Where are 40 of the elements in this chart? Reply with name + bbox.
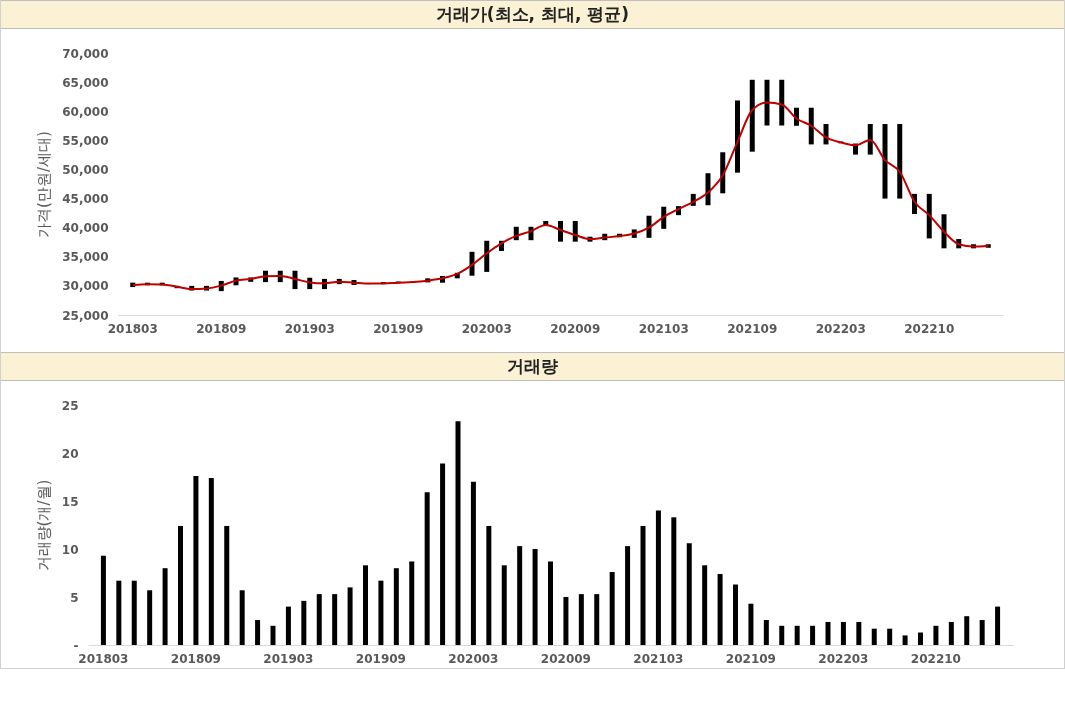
x-tick-label: 202109 <box>725 651 776 666</box>
x-tick-label: 202009 <box>550 321 601 336</box>
y-tick-label: 60,000 <box>62 104 109 119</box>
x-tick-label: 202210 <box>904 321 955 336</box>
chart-title: 거래가(최소, 최대, 평균) <box>1 0 1064 29</box>
x-tick-label: 201803 <box>78 651 129 666</box>
x-tick-label: 202210 <box>910 651 961 666</box>
x-tick-label: 202203 <box>818 651 869 666</box>
y-tick-label: 55,000 <box>62 133 109 148</box>
x-tick-label: 202109 <box>727 321 778 336</box>
y-tick-label: 25,000 <box>62 308 109 323</box>
y-tick-label: 35,000 <box>62 250 109 265</box>
x-tick-label: 201803 <box>107 321 158 336</box>
x-tick-label: 202103 <box>633 651 684 666</box>
chart-title: 거래량 <box>1 352 1064 381</box>
y-tick-label: 5 <box>70 590 79 605</box>
y-tick-label: 30,000 <box>62 279 109 294</box>
y-tick-label: 15 <box>61 494 79 509</box>
y-tick-label: 45,000 <box>62 192 109 207</box>
x-tick-label: 202203 <box>815 321 866 336</box>
y-tick-label: - <box>73 638 79 653</box>
y-axis-title: 거래량(개/월) <box>34 479 53 572</box>
x-tick-label: 202003 <box>448 651 499 666</box>
x-tick-label: 202003 <box>461 321 512 336</box>
y-tick-label: 10 <box>61 542 79 557</box>
x-tick-label: 201903 <box>284 321 335 336</box>
x-tick-label: 201809 <box>196 321 247 336</box>
y-tick-label: 70,000 <box>62 46 109 61</box>
y-tick-label: 50,000 <box>62 162 109 177</box>
y-tick-label: 25 <box>61 398 79 413</box>
x-tick-label: 202103 <box>638 321 689 336</box>
y-tick-label: 40,000 <box>62 221 109 236</box>
x-tick-label: 202009 <box>540 651 591 666</box>
y-tick-label: 65,000 <box>62 75 109 90</box>
x-tick-label: 201909 <box>355 651 406 666</box>
x-tick-label: 201809 <box>170 651 221 666</box>
y-axis-title: 가격(만원/세대) <box>35 131 54 238</box>
x-tick-label: 201909 <box>373 321 424 336</box>
x-tick-label: 201903 <box>263 651 314 666</box>
y-tick-label: 20 <box>61 446 79 461</box>
